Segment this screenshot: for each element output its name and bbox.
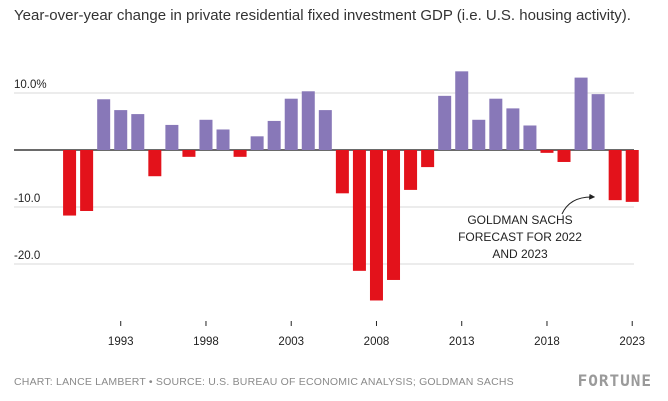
source-footer: CHART: LANCE LAMBERT • SOURCE: U.S. BURE…	[14, 376, 514, 388]
bar-2018	[540, 150, 554, 153]
bar-1991	[80, 150, 94, 211]
annotation-line-1: GOLDMAN SACHS	[467, 213, 572, 227]
bar-2006	[335, 150, 349, 194]
bar-2019	[557, 150, 571, 162]
bar-2023	[625, 150, 639, 202]
bar-2020	[574, 77, 588, 150]
bar-2001	[250, 136, 264, 150]
x-tick-label: 2018	[534, 336, 560, 348]
bar-1995	[148, 150, 162, 177]
x-tick-label: 1998	[193, 336, 219, 348]
x-axis: 1993 1998 2003 2008 2013 2018 2023	[108, 321, 645, 348]
annotation-arrow	[561, 193, 596, 215]
y-tick-label: -20.0	[14, 250, 40, 262]
forecast-annotation: GOLDMAN SACHS FORECAST FOR 2022 AND 2023	[458, 193, 596, 261]
bars	[63, 71, 639, 301]
bar-2013	[455, 71, 469, 150]
bar-2000	[233, 150, 247, 157]
y-axis-labels: 10.0% -10.0 -20.0	[14, 79, 47, 262]
y-tick-label: -10.0	[14, 193, 40, 205]
bar-1997	[182, 150, 196, 157]
y-tick-label: 10.0%	[14, 79, 47, 91]
fortune-logo: FORTUNE	[577, 371, 652, 390]
x-tick-label: 1993	[108, 336, 134, 348]
bar-2005	[318, 110, 332, 150]
bar-2014	[472, 119, 486, 150]
bar-2022	[608, 150, 622, 201]
bar-2009	[387, 150, 401, 280]
bar-2003	[284, 98, 298, 150]
bar-2012	[438, 95, 452, 150]
bar-1998	[199, 119, 213, 150]
bar-2008	[369, 150, 383, 301]
bar-2021	[591, 94, 605, 150]
bar-2010	[404, 150, 418, 190]
bar-2017	[523, 125, 537, 150]
bar-2015	[489, 98, 503, 150]
x-tick-label: 2023	[619, 336, 645, 348]
bar-2007	[352, 150, 366, 271]
x-tick-label: 2003	[278, 336, 304, 348]
chart-title: Year-over-year change in private residen…	[14, 7, 631, 24]
bar-2004	[301, 91, 315, 150]
bar-1999	[216, 129, 230, 150]
bar-2016	[506, 108, 520, 150]
x-tick-label: 2013	[449, 336, 475, 348]
bar-1993	[114, 110, 128, 150]
annotation-line-3: AND 2023	[492, 247, 548, 261]
bar-2011	[421, 150, 435, 168]
x-tick-label: 2008	[364, 336, 390, 348]
bar-1992	[97, 99, 111, 150]
bar-1996	[165, 124, 179, 150]
annotation-line-2: FORECAST FOR 2022	[458, 230, 582, 244]
bar-1994	[131, 114, 145, 150]
bar-2002	[267, 120, 281, 150]
bar-1990	[63, 150, 77, 216]
